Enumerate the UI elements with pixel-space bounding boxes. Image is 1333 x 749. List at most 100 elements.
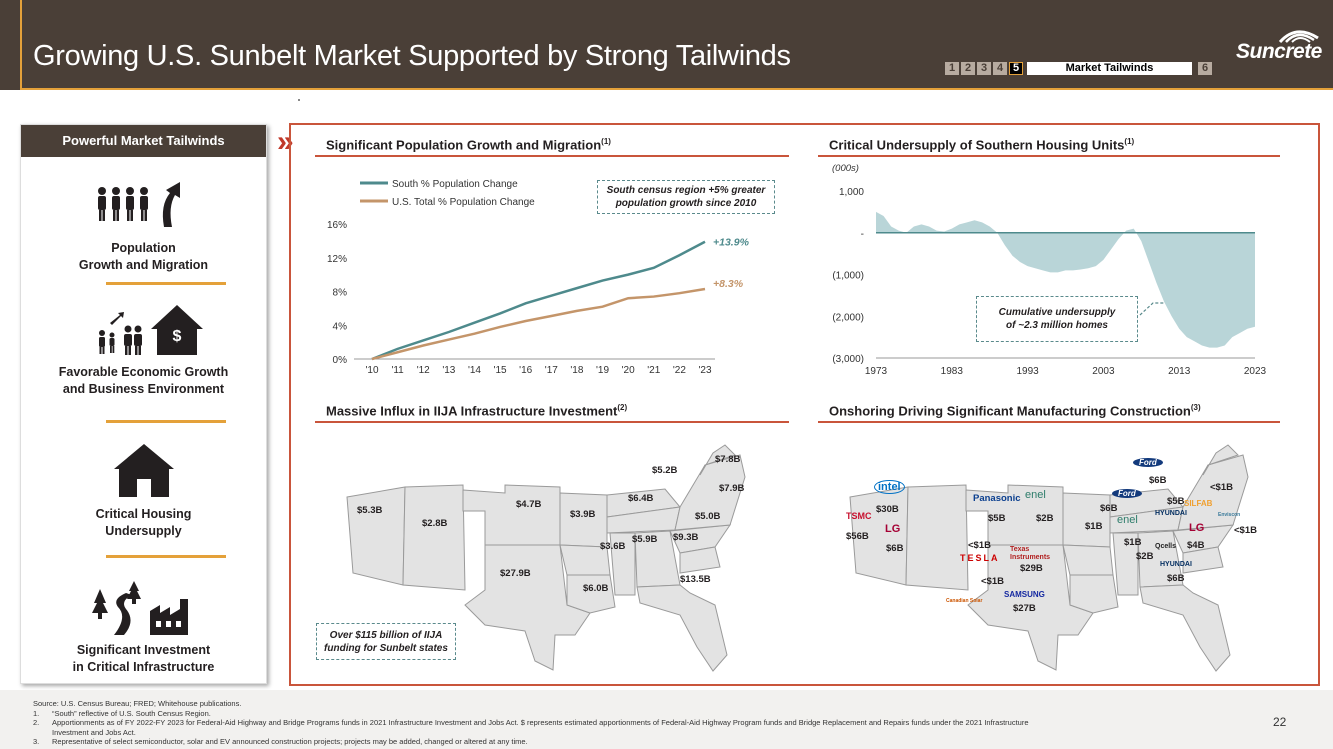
y-tick-label: 0% [333,355,348,366]
x-tick-label: 2023 [1244,366,1267,377]
onshoring-value-label: $56B [846,531,869,542]
iija-value-label: $5.2B [652,465,678,476]
nav-page-4[interactable]: 4 [993,62,1007,75]
tailwind-label-housing-2: Undersupply [105,524,182,538]
legend-label: South % Population Change [392,179,518,190]
onshoring-value-label: <$1B [968,540,991,551]
nav-page-1[interactable]: 1 [945,62,959,75]
iija-value-label: $27.9B [500,568,531,579]
section-underline [315,155,789,157]
infrastructure-icon [91,581,188,635]
nav-page-2[interactable]: 2 [961,62,975,75]
onshoring-value-label: $1B [1085,521,1103,532]
lg-logo: LG [1189,522,1205,534]
housing-section-title: Critical Undersupply of Southern Housing… [829,137,1135,153]
section-underline [315,421,789,423]
svg-text:$: $ [172,328,181,345]
population-callout: South census region +5% greater populati… [597,180,775,214]
tailwind-label-population-1: Population [111,241,176,255]
onshoring-value-label: $6B [886,543,904,554]
iija-value-label: $3.9B [570,509,596,520]
tailwind-label-infrastructure-2: in Critical Infrastructure [72,660,215,674]
footer-band [0,690,1333,749]
y-tick-label: 16% [327,220,347,231]
nav-page-6[interactable]: 6 [1198,62,1212,75]
economic-growth-icon: $ [98,305,203,355]
footnote: 1. “South” reflective of U.S. South Censu… [33,708,211,718]
nav-page-3[interactable]: 3 [977,62,991,75]
iija-value-label: $9.3B [673,532,699,543]
population-section-title: Significant Population Growth and Migrat… [326,137,611,153]
page-title: Growing U.S. Sunbelt Market Supported by… [33,40,791,72]
housing-callout: Cumulative undersupply of ~2.3 million h… [976,296,1138,342]
enviscon-logo: Enviscon [1218,512,1241,518]
y-tick-label: 12% [327,254,347,265]
x-tick-label: '23 [698,365,711,376]
tailwind-label-economy-2: and Business Environment [62,382,225,396]
x-tick-label: '16 [519,365,532,376]
x-tick-label: '14 [468,365,481,376]
x-tick-label: '13 [442,365,455,376]
separator [106,420,226,423]
iija-value-label: $3.6B [600,541,626,552]
suncrete-logo: Suncrete [1236,20,1326,68]
footnote: 2. Apportionments as of FY 2022-FY 2023 f… [33,718,1029,737]
iija-callout: Over $115 billion of IIJA funding for Su… [316,623,456,660]
iija-value-label: $6.4B [628,493,654,504]
onshoring-value-label: $5B [988,513,1006,524]
section-underline [818,155,1280,157]
separator [106,282,226,285]
iija-value-label: $2.8B [422,518,448,529]
onshoring-value-label: $6B [1149,475,1167,486]
callout-leader [1139,302,1164,316]
iija-value-label: $4.7B [516,499,542,510]
x-tick-label: 1993 [1016,366,1039,377]
enel-logo: enel [1025,489,1046,501]
tailwind-label-infrastructure-1: Significant Investment [76,643,211,657]
housing-area-chart: (000s) 1,000 - (1,000) (2,000) (3,000)1973 198… [832,163,1267,377]
header-underline [20,88,1333,90]
samsung-logo: SAMSUNG [1004,590,1045,599]
y-tick-label: (3,000) [832,354,864,365]
onshoring-value-label: $27B [1013,603,1036,614]
texas-instruments-logo: Texas Instruments [1010,546,1051,561]
onshoring-value-label: $29B [1020,563,1043,574]
nav-page-5[interactable]: 5 [1009,62,1023,75]
end-label: +13.9% [713,237,750,249]
tailwinds-panel: Powerful Market Tailwinds Population Gro… [20,124,267,684]
series-line-0 [371,240,706,361]
x-tick-label: '17 [545,365,558,376]
iija-value-label: $6.0B [583,583,609,594]
iija-value-label: $7.9B [719,483,745,494]
x-tick-label: '11 [391,365,404,376]
section-nav: 1 2 3 4 5 Market Tailwinds 6 [945,62,1212,75]
header-accent-line [20,0,22,90]
iija-value-label: $5.3B [357,505,383,516]
footnotes: Source: U.S. Census Bureau; FRED; Whiteh… [33,699,1033,747]
onshoring-value-label: $1B [1124,537,1142,548]
nav-active-label[interactable]: Market Tailwinds [1027,62,1192,75]
x-tick-label: '19 [596,365,609,376]
intel-logo: intel [874,480,905,494]
qcells-logo: Qcells [1155,543,1177,550]
unit-label: (000s) [832,163,859,174]
tailwinds-panel-title: Powerful Market Tailwinds [21,125,266,157]
footnote: 3. Representative of select semiconductor… [33,737,528,746]
market-tailwinds-panel [289,123,1320,686]
iija-section-title: Massive Influx in IIJA Infrastructure In… [326,403,628,419]
x-tick-label: '12 [417,365,430,376]
onshoring-value-label: $5B [1167,496,1185,507]
hyundai-logo: HYUNDAI [1160,561,1192,568]
onshoring-value-label: <$1B [1210,482,1233,493]
header-bar [0,0,1333,90]
iija-value-label: $5.9B [632,534,658,545]
tailwind-label-population-2: Growth and Migration [78,258,209,272]
tailwind-item-housing: Critical Housing Undersupply [21,441,266,540]
population-growth-icon [97,182,180,227]
x-tick-label: '21 [647,365,660,376]
iija-southern-states-map [346,444,746,672]
x-tick-label: '22 [673,365,686,376]
x-tick-label: '18 [570,365,583,376]
x-tick-label: '15 [494,365,507,376]
tailwind-item-economy: $ Favorable Economic Growth and Business… [21,303,266,398]
